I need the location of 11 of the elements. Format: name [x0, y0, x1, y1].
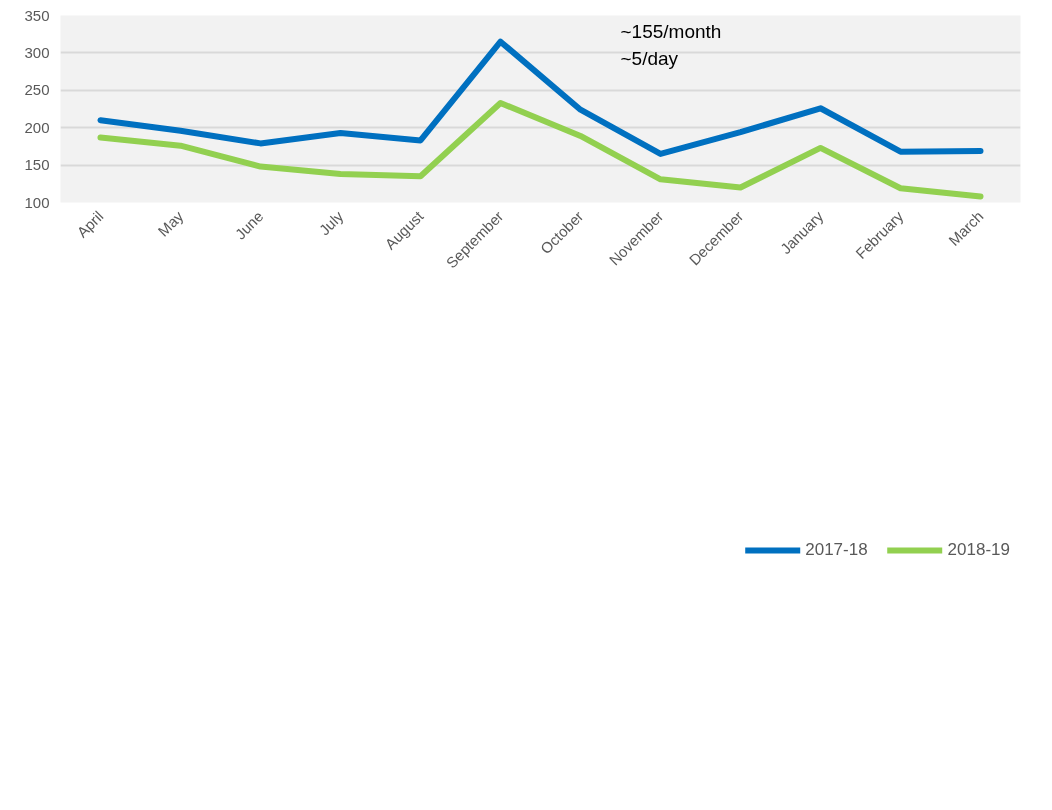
- y-tick-label: 100: [24, 193, 50, 211]
- legend-label: 2017-18: [805, 540, 868, 560]
- y-tick-label: 250: [24, 81, 50, 99]
- y-tick-label: 300: [24, 43, 50, 61]
- y-tick-label: 150: [24, 156, 50, 174]
- legend-label: 2018-19: [947, 540, 1010, 560]
- annotation: ~155/month ~5/day: [620, 20, 722, 70]
- y-tick-label: 350: [24, 6, 50, 24]
- x-tick-label: May: [154, 207, 187, 240]
- y-tick-label: 200: [24, 118, 50, 136]
- x-tick-label: July: [315, 207, 347, 239]
